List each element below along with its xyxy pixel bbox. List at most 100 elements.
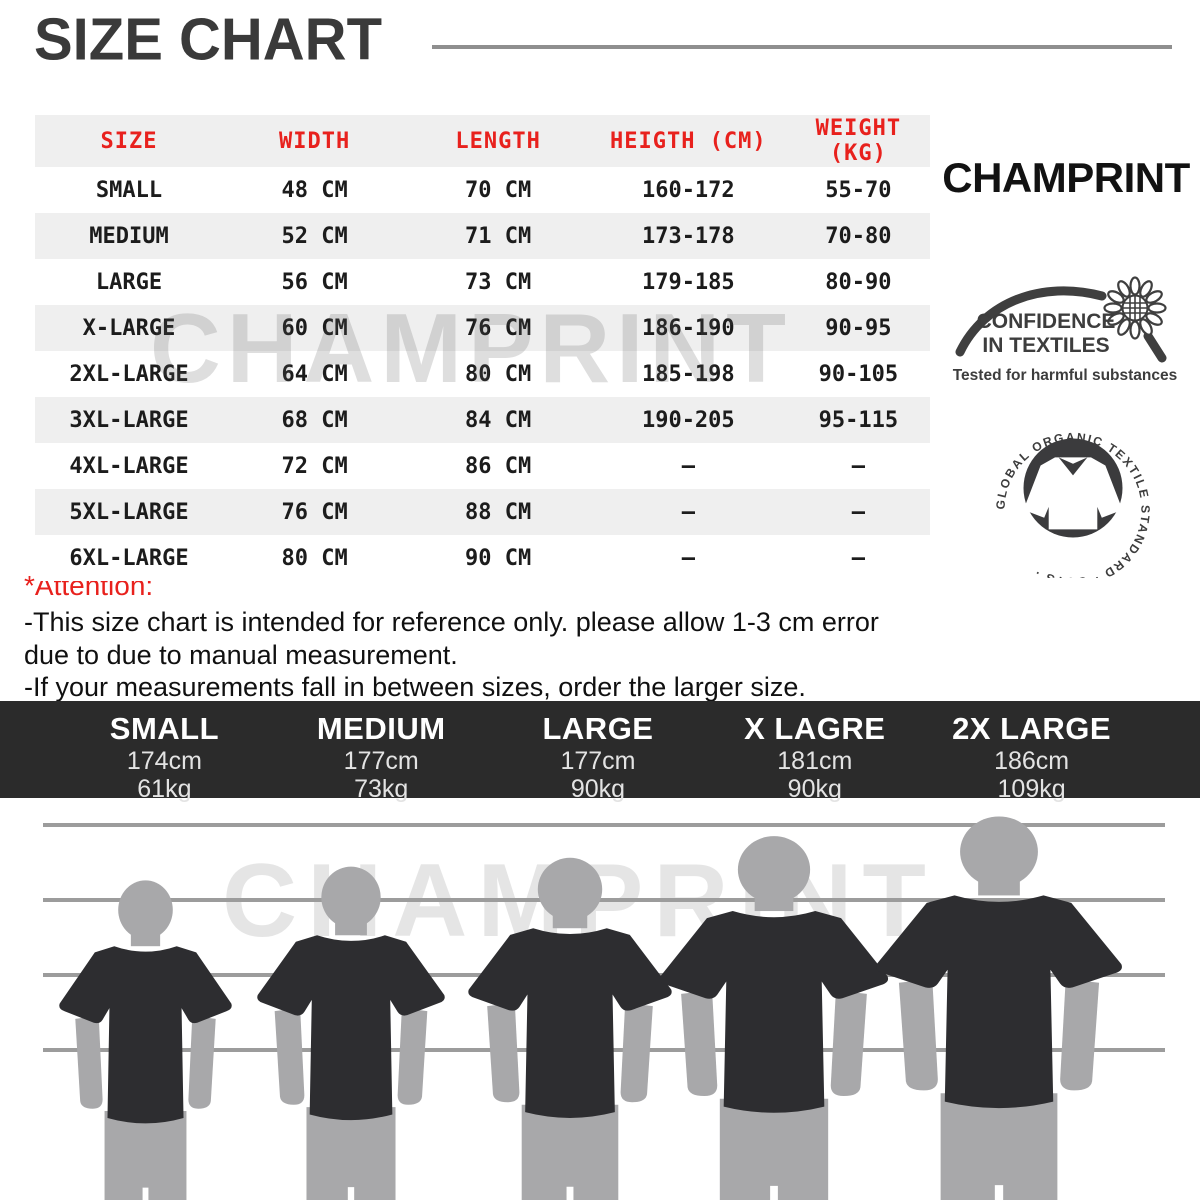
- cell-weight: 90-95: [825, 315, 892, 341]
- bar-size-label: SMALL: [109, 711, 220, 746]
- size-table: SIZE WIDTH LENGTH HEIGTH (CM) WEIGHT (KG…: [35, 115, 930, 581]
- bar-weight-value: 90kg: [570, 775, 626, 803]
- column-header-length: LENGTH: [455, 128, 541, 154]
- gots-shirt-icon: GLOBAL ORGANIC TEXTILE STANDARD · GOTS ·: [993, 430, 1150, 589]
- cell-width: 48 CM: [281, 177, 348, 203]
- brand-logo-text: CHAMPRINT: [942, 154, 1190, 201]
- cell-weight: 80-90: [825, 269, 892, 295]
- table-row: 5XL-LARGE 76 CM 88 CM – –: [35, 489, 930, 535]
- model-silhouette-medium: [257, 866, 445, 1200]
- bar-size-label: X LAGRE: [744, 711, 886, 746]
- cell-width: 56 CM: [281, 269, 348, 295]
- bar-height-value: 174cm: [126, 747, 202, 775]
- model-bar-item: X LAGRE 181cm 90kg: [706, 701, 923, 803]
- bar-weight-value: 90kg: [787, 775, 842, 803]
- cell-length: 84 CM: [465, 407, 532, 433]
- column-header-weight: WEIGHT (KG): [815, 116, 902, 166]
- page-title: SIZE CHART: [34, 6, 382, 73]
- cell-length: 76 CM: [465, 315, 532, 341]
- bar-height-value: 181cm: [777, 747, 853, 775]
- lineup-line: [43, 898, 1165, 902]
- model-bar-item: MEDIUM 177cm 73kg: [273, 701, 490, 803]
- cell-size: MEDIUM: [89, 223, 169, 249]
- model-silhouette-small: [59, 880, 232, 1200]
- cell-height: 160-172: [641, 177, 735, 203]
- cell-weight: –: [851, 453, 865, 479]
- table-row: SMALL 48 CM 70 CM 160-172 55-70: [35, 167, 930, 213]
- cell-weight: 70-80: [825, 223, 892, 249]
- bar-size-label: LARGE: [542, 711, 654, 746]
- model-bar-item: LARGE 177cm 90kg: [490, 701, 707, 803]
- bar-size-label: 2X LARGE: [952, 711, 1112, 746]
- lineup-line: [43, 823, 1165, 827]
- column-header-width: WIDTH: [279, 128, 351, 154]
- bar-weight-value: 109kg: [997, 775, 1066, 803]
- cell-size: X-LARGE: [82, 315, 176, 341]
- table-row: MEDIUM 52 CM 71 CM 173-178 70-80: [35, 213, 930, 259]
- oeko-tex-certification: CONFIDENCE IN TEXTILES Tested for harmfu…: [950, 268, 1200, 390]
- cell-width: 52 CM: [281, 223, 348, 249]
- model-bar-item: SMALL 174cm 61kg: [56, 701, 273, 803]
- cell-length: 80 CM: [465, 361, 532, 387]
- bar-size-label: MEDIUM: [316, 711, 446, 746]
- cell-width: 64 CM: [281, 361, 348, 387]
- cell-width: 60 CM: [281, 315, 348, 341]
- cell-height: –: [681, 499, 695, 525]
- cell-length: 71 CM: [465, 223, 532, 249]
- oeko-line1: CONFIDENCE: [977, 310, 1116, 333]
- column-header-size: SIZE: [100, 128, 158, 154]
- bar-height-value: 186cm: [994, 747, 1070, 775]
- cell-size: 4XL-LARGE: [69, 453, 189, 479]
- model-bar-item: 2X LARGE 186cm 109kg: [923, 701, 1140, 803]
- oeko-tex-flower-icon: CONFIDENCE IN TEXTILES Tested for harmfu…: [953, 276, 1178, 384]
- cell-weight: 55-70: [825, 177, 892, 203]
- cell-size: 6XL-LARGE: [69, 545, 189, 571]
- bar-weight-value: 73kg: [354, 775, 409, 803]
- model-bar: SMALL 174cm 61kg MEDIUM 177cm 73kg LARGE…: [0, 701, 1200, 803]
- cell-width: 68 CM: [281, 407, 348, 433]
- cell-weight: 95-115: [818, 407, 899, 433]
- model-lineup: CHAMPRINT: [0, 798, 1200, 1200]
- table-row: X-LARGE 60 CM 76 CM 186-190 90-95: [35, 305, 930, 351]
- bar-weight-value: 61kg: [137, 775, 192, 803]
- cell-size: SMALL: [95, 177, 163, 203]
- cell-length: 86 CM: [465, 453, 532, 479]
- cell-width: 72 CM: [281, 453, 348, 479]
- size-table-body: SMALL 48 CM 70 CM 160-172 55-70 MEDIUM 5…: [35, 167, 930, 581]
- bar-height-value: 177cm: [343, 747, 419, 775]
- cell-height: –: [681, 545, 695, 571]
- model-silhouette-2xlarge: [876, 816, 1122, 1200]
- table-row: LARGE 56 CM 73 CM 179-185 80-90: [35, 259, 930, 305]
- cell-height: 185-198: [641, 361, 735, 387]
- title-rule: [432, 45, 1172, 49]
- cell-size: LARGE: [95, 269, 163, 295]
- table-row: 6XL-LARGE 80 CM 90 CM – –: [35, 535, 930, 581]
- cell-height: –: [681, 453, 695, 479]
- oeko-subtitle: Tested for harmful substances: [953, 367, 1178, 384]
- cell-height: 190-205: [641, 407, 735, 433]
- cell-length: 70 CM: [465, 177, 532, 203]
- cell-length: 90 CM: [465, 545, 532, 571]
- cell-weight: –: [851, 545, 865, 571]
- attention-heading: *Attention:: [24, 570, 154, 601]
- attention-note: *Attention: -This size chart is intended…: [24, 570, 964, 704]
- cell-height: 179-185: [641, 269, 735, 295]
- bar-height-value: 177cm: [560, 747, 636, 775]
- cell-weight: 90-105: [818, 361, 899, 387]
- attention-line-3: -If your measurements fall in between si…: [24, 671, 806, 702]
- cell-size: 5XL-LARGE: [69, 499, 189, 525]
- attention-line-2: due to due to manual measurement.: [24, 639, 458, 670]
- cell-width: 80 CM: [281, 545, 348, 571]
- cell-length: 88 CM: [465, 499, 532, 525]
- table-row: 2XL-LARGE 64 CM 80 CM 185-198 90-105: [35, 351, 930, 397]
- cell-size: 3XL-LARGE: [69, 407, 189, 433]
- cell-width: 76 CM: [281, 499, 348, 525]
- cell-height: 186-190: [641, 315, 735, 341]
- cell-height: 173-178: [641, 223, 735, 249]
- attention-line-1: -This size chart is intended for referen…: [24, 607, 879, 638]
- size-table-header-row: SIZE WIDTH LENGTH HEIGTH (CM) WEIGHT (KG…: [35, 115, 930, 167]
- table-row: 3XL-LARGE 68 CM 84 CM 190-205 95-115: [35, 397, 930, 443]
- cell-weight: –: [851, 499, 865, 525]
- cell-length: 73 CM: [465, 269, 532, 295]
